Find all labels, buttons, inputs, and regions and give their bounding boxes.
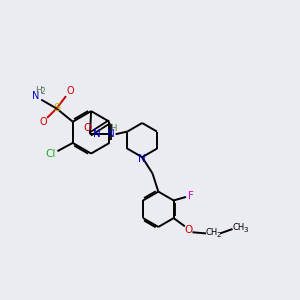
Text: N: N <box>138 154 146 164</box>
Text: N: N <box>107 129 115 139</box>
Text: O: O <box>66 86 74 96</box>
Text: H: H <box>35 86 42 95</box>
Text: Cl: Cl <box>46 149 56 159</box>
Text: 2: 2 <box>217 232 221 238</box>
Text: N: N <box>32 91 39 100</box>
Text: N: N <box>93 129 101 139</box>
Text: H: H <box>110 124 116 133</box>
Text: O: O <box>39 117 47 127</box>
Text: 3: 3 <box>243 227 248 233</box>
Text: CH: CH <box>206 228 218 237</box>
Text: CH: CH <box>232 223 244 232</box>
Text: 2: 2 <box>40 88 45 97</box>
Text: S: S <box>53 103 60 113</box>
Text: O: O <box>185 225 193 235</box>
Text: O: O <box>83 123 92 133</box>
Text: F: F <box>188 191 194 201</box>
